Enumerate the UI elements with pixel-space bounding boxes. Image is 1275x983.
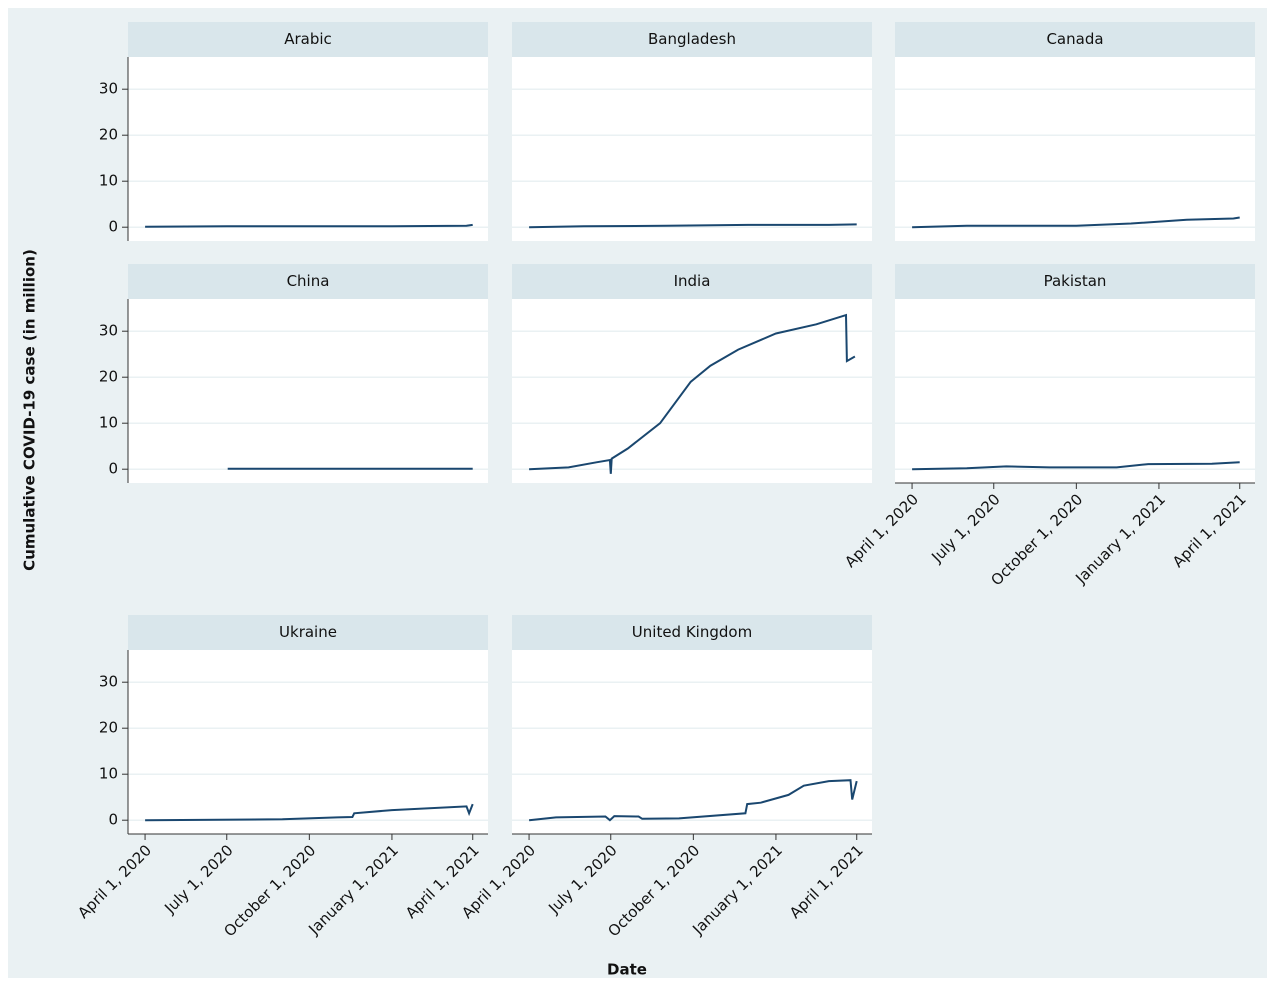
plot-area bbox=[895, 299, 1255, 483]
strip bbox=[512, 264, 872, 299]
y-tick-label: 30 bbox=[99, 322, 118, 340]
y-tick-label: 20 bbox=[99, 719, 118, 737]
y-tick-label: 20 bbox=[99, 126, 118, 144]
plot-area bbox=[512, 57, 872, 241]
y-tick-label: 10 bbox=[99, 414, 118, 432]
plot-area bbox=[128, 299, 488, 483]
data-line bbox=[529, 223, 857, 229]
data-line bbox=[912, 216, 1240, 229]
strip bbox=[512, 615, 872, 650]
panel-title: India bbox=[674, 272, 711, 290]
strip bbox=[128, 264, 488, 299]
strip bbox=[128, 615, 488, 650]
plot-area bbox=[128, 650, 488, 834]
y-axis-label: Cumulative COVID-19 case (in million) bbox=[21, 249, 39, 571]
y-tick-label: 20 bbox=[99, 368, 118, 386]
plot-area bbox=[512, 650, 872, 834]
strip bbox=[895, 264, 1255, 299]
data-line bbox=[145, 803, 474, 822]
x-axis-label: Date bbox=[607, 961, 647, 979]
panel-title: Canada bbox=[1046, 30, 1103, 48]
y-tick-label: 30 bbox=[99, 80, 118, 98]
y-tick-label: 0 bbox=[108, 218, 118, 236]
data-line bbox=[912, 461, 1240, 471]
panel-title: Pakistan bbox=[1044, 272, 1107, 290]
y-tick-label: 10 bbox=[99, 765, 118, 783]
plot-area bbox=[512, 299, 872, 483]
data-line bbox=[528, 779, 858, 822]
data-line bbox=[529, 313, 856, 474]
y-tick-label: 0 bbox=[108, 811, 118, 829]
strip bbox=[512, 22, 872, 57]
strip bbox=[895, 22, 1255, 57]
panel-title: China bbox=[287, 272, 330, 290]
y-tick-label: 0 bbox=[108, 460, 118, 478]
panel-title: Arabic bbox=[284, 30, 332, 48]
data-line bbox=[145, 223, 473, 228]
y-tick-label: 30 bbox=[99, 673, 118, 691]
panel-title: Bangladesh bbox=[648, 30, 736, 48]
panel-title: Ukraine bbox=[279, 623, 337, 641]
plot-area bbox=[128, 57, 488, 241]
y-tick-label: 10 bbox=[99, 172, 118, 190]
strip bbox=[128, 22, 488, 57]
plot-area bbox=[895, 57, 1255, 241]
panel-title: United Kingdom bbox=[632, 623, 752, 641]
